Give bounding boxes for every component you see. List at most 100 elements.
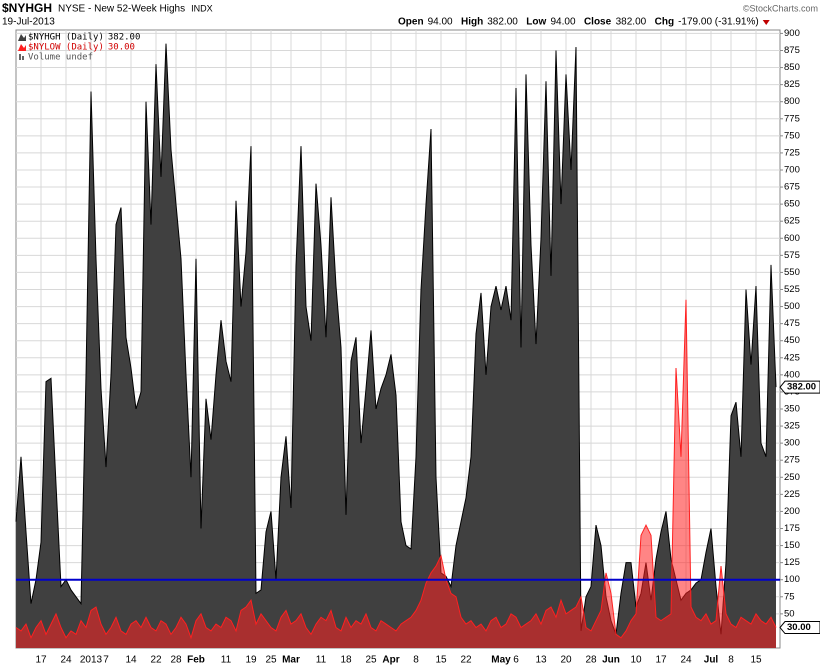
description: NYSE - New 52-Week Highs	[58, 4, 185, 15]
x-tick-label: Mar	[282, 655, 300, 666]
y-tick-label: 700	[784, 165, 800, 176]
exchange: INDX	[191, 3, 213, 13]
y-tick-label: 850	[784, 62, 800, 73]
legend-label: Volume undef	[28, 53, 93, 63]
quote-label: Chg	[655, 17, 674, 28]
quote-value: 94.00	[428, 17, 453, 28]
quote-value: 94.00	[550, 17, 575, 28]
date: 19-Jul-2013	[2, 17, 55, 28]
x-tick-label: 11	[316, 655, 327, 666]
y-tick-label: 800	[784, 96, 800, 107]
y-tick-label: 400	[784, 369, 800, 380]
y-tick-label: 425	[784, 352, 800, 363]
x-tick-label: 8	[413, 655, 419, 666]
y-tick-label: 725	[784, 147, 800, 158]
quote: Open 94.00 High 382.00 Low 94.00 Close 382.00 Ch…	[398, 17, 759, 28]
last-value-label: 382.00	[787, 382, 816, 393]
last-value-box	[779, 380, 820, 394]
y-tick-label: 275	[784, 455, 800, 466]
down-arrow	[762, 20, 770, 25]
x-tick-label: 8	[728, 655, 734, 666]
x-tick-label: Feb	[187, 655, 205, 666]
x-tick-label: Jun	[602, 655, 620, 666]
y-tick-label: 500	[784, 301, 800, 312]
x-tick-label: 10	[630, 655, 642, 666]
x-tick-label: 18	[340, 655, 352, 666]
y-tick-label: 650	[784, 199, 800, 210]
x-tick-label: 11	[221, 655, 232, 666]
x-tick-label: Apr	[382, 655, 399, 666]
quote-label: High	[461, 17, 483, 28]
y-tick-label: 550	[784, 267, 800, 278]
quote-label: Close	[584, 17, 612, 28]
x-tick-label: 6	[513, 655, 519, 666]
y-tick-label: 875	[784, 45, 800, 56]
x-tick-label: 25	[265, 655, 277, 666]
x-tick-label: 22	[460, 655, 472, 666]
y-tick-label: 825	[784, 79, 800, 90]
legend-value: 382.00	[108, 33, 141, 43]
y-tick-label: 750	[784, 130, 800, 141]
y-tick-label: 150	[784, 540, 800, 551]
symbol: $NYHGH	[2, 1, 52, 15]
y-tick-label: 475	[784, 318, 800, 329]
last-value-label: 30.00	[787, 622, 811, 633]
last-value-box	[779, 621, 820, 635]
y-tick-label: 900	[784, 28, 800, 39]
x-tick-label: 2013	[80, 655, 103, 666]
quote-value: -179.00 (-31.91%)	[678, 17, 759, 28]
axes: 5075100125150175200225250275300325350375…	[35, 28, 820, 666]
x-tick-label: 15	[435, 655, 447, 666]
x-tick-label: 13	[535, 655, 547, 666]
x-tick-label: 17	[35, 655, 47, 666]
y-tick-label: 225	[784, 489, 800, 500]
y-tick-label: 50	[784, 608, 795, 619]
legend-swatch	[22, 56, 24, 60]
legend-label: $NYLOW (Daily)	[28, 43, 104, 53]
x-tick-label: 20	[560, 655, 572, 666]
legend-value: 30.00	[108, 43, 135, 53]
x-tick-label: 25	[365, 655, 377, 666]
y-tick-label: 200	[784, 506, 800, 517]
legend-label: $NYHGH (Daily)	[28, 33, 104, 43]
y-tick-label: 600	[784, 233, 800, 244]
y-tick-label: 575	[784, 250, 800, 261]
y-tick-label: 250	[784, 472, 800, 483]
quote-value: 382.00	[487, 17, 518, 28]
x-tick-label: 28	[585, 655, 597, 666]
y-tick-label: 525	[784, 284, 800, 295]
area-fill	[16, 43, 776, 648]
x-tick-label: 17	[655, 655, 667, 666]
x-tick-label: 22	[150, 655, 162, 666]
area-line	[15, 299, 777, 640]
x-tick-label: May	[491, 655, 511, 666]
y-tick-label: 100	[784, 574, 800, 585]
x-tick-label: 24	[680, 655, 692, 666]
x-tick-label: 14	[125, 655, 137, 666]
y-tick-label: 450	[784, 335, 800, 346]
y-tick-label: 350	[784, 404, 800, 415]
legend-swatch	[19, 54, 21, 60]
x-tick-label: 24	[60, 655, 72, 666]
y-tick-label: 125	[784, 557, 800, 568]
y-tick-label: 675	[784, 182, 800, 193]
quote-label: Open	[398, 17, 424, 28]
x-tick-label: 28	[170, 655, 182, 666]
y-tick-label: 75	[784, 591, 795, 602]
y-tick-label: 300	[784, 438, 800, 449]
y-tick-label: 175	[784, 523, 800, 534]
quote-value: 382.00	[616, 17, 647, 28]
legend: $NYHGH (Daily) 382.00 $NYLOW (Daily) 30.00 V…	[18, 33, 140, 63]
x-tick-label: 15	[750, 655, 762, 666]
watermark: ©StockCharts.com	[743, 3, 818, 13]
areas	[15, 43, 780, 648]
y-tick-label: 625	[784, 216, 800, 227]
y-tick-label: 775	[784, 113, 800, 124]
x-tick-label: 19	[245, 655, 257, 666]
area-fill	[16, 299, 776, 648]
legend-swatch	[18, 34, 26, 41]
x-tick-label: Jul	[704, 655, 719, 666]
x-tick-label: 7	[103, 655, 109, 666]
legend-swatch	[18, 44, 26, 51]
